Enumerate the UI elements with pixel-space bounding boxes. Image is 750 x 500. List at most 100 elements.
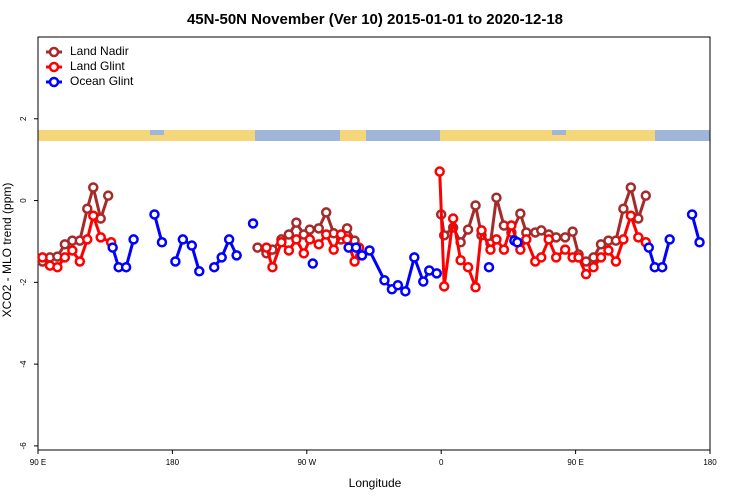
data-point [247, 218, 259, 229]
data-point [170, 256, 181, 267]
data-point [307, 258, 319, 269]
data-point [491, 192, 502, 203]
data-point [567, 226, 578, 237]
data-point [447, 213, 459, 224]
data-point [356, 250, 368, 261]
data-point [304, 234, 316, 245]
data-point [59, 252, 71, 263]
data-point [52, 261, 63, 273]
data-point [364, 245, 375, 256]
data-point [95, 232, 106, 243]
data-point [88, 210, 99, 221]
data-point [694, 237, 705, 248]
data-point [462, 224, 474, 235]
data-point [313, 239, 324, 250]
data-point [231, 250, 242, 261]
data-point [208, 261, 220, 273]
map-band [38, 130, 710, 141]
legend-marker [48, 76, 60, 88]
y-tick-label: -2 [19, 278, 28, 286]
legend-label: Ocean Glint [70, 74, 134, 88]
data-point [304, 224, 316, 235]
data-point [350, 242, 362, 253]
data-point [664, 234, 675, 245]
data-point [536, 252, 547, 263]
data-point [67, 245, 78, 256]
data-point [74, 256, 86, 267]
data-point [82, 234, 93, 245]
legend-label: Land Glint [70, 59, 125, 73]
y-tick-label: 2 [19, 116, 28, 121]
series-line [173, 237, 201, 272]
data-point [149, 209, 160, 220]
data-point [252, 242, 263, 253]
data-point [107, 242, 118, 253]
data-point [625, 182, 637, 193]
data-point [506, 220, 517, 231]
y-tick-label: -6 [19, 442, 28, 450]
data-point [418, 276, 429, 287]
data-point [462, 261, 474, 273]
data-point [559, 232, 571, 243]
data-point [580, 256, 592, 267]
data-point [603, 245, 614, 256]
data-point [515, 208, 526, 219]
data-point [341, 234, 353, 245]
data-point [656, 261, 668, 273]
y-tick-label: -4 [19, 360, 28, 368]
data-point [512, 237, 523, 248]
data-point [550, 252, 562, 263]
data-point [625, 210, 637, 221]
legend-marker [48, 61, 60, 73]
data-point [643, 242, 655, 253]
x-tick-label: 180 [703, 458, 717, 467]
data-point [392, 279, 404, 291]
data-point [320, 229, 332, 240]
data-point [328, 244, 339, 255]
data-point [320, 207, 332, 218]
data-point [686, 209, 698, 220]
data-point [409, 252, 420, 263]
data-point [498, 244, 510, 255]
data-point [438, 281, 450, 292]
chart-title: 45N-50N November (Ver 10) 2015-01-01 to … [187, 11, 563, 28]
data-point [559, 244, 571, 255]
plot-frame [37, 36, 711, 451]
x-axis-label: Longitude [349, 476, 402, 490]
data-point [88, 182, 99, 193]
series-line [213, 235, 238, 269]
data-point [588, 261, 599, 273]
data-point [298, 248, 310, 259]
data-point [476, 225, 487, 236]
data-point [431, 268, 442, 279]
data-point [177, 234, 189, 245]
data-point [485, 244, 496, 255]
data-point [610, 256, 622, 267]
data-point [521, 234, 532, 245]
data-point [618, 203, 629, 214]
legend-marker [48, 46, 60, 58]
data-point [194, 266, 205, 277]
data-point [618, 234, 629, 245]
y-axis-label: XCO2 - MLO trend (ppm) [0, 183, 14, 318]
data-point [156, 237, 168, 248]
data-point [536, 225, 547, 236]
data-point [276, 237, 287, 248]
x-tick-label: 90 E [30, 458, 46, 467]
data-point [120, 261, 132, 273]
data-point [261, 242, 272, 253]
y-tick-label: 0 [19, 198, 28, 203]
data-point [640, 190, 652, 201]
data-point [216, 252, 227, 263]
data-point [455, 255, 466, 266]
data-point [37, 252, 48, 263]
x-tick-label: 180 [166, 458, 180, 467]
data-point [102, 190, 114, 201]
data-point [283, 245, 295, 256]
data-point [573, 252, 584, 263]
x-tick-label: 90 W [297, 458, 316, 467]
data-point [434, 166, 445, 177]
data-point [580, 268, 592, 280]
data-point [128, 234, 139, 245]
data-point [283, 229, 295, 240]
